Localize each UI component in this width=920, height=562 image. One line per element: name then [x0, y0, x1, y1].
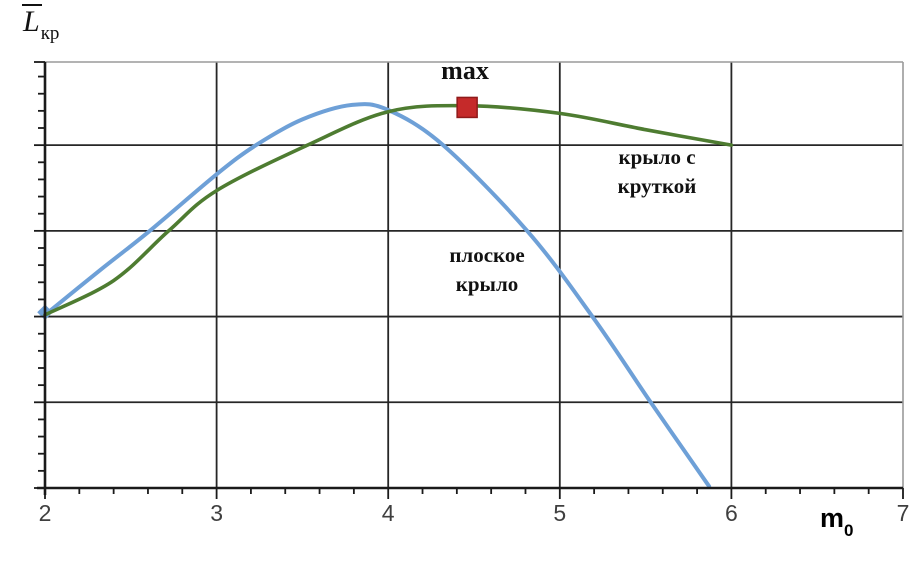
x-tick-label: 4: [381, 500, 395, 526]
x-tick-label: 3: [210, 500, 223, 526]
max-marker: [456, 96, 478, 119]
curve-flat-wing: [43, 102, 712, 489]
x-tick-label: 5: [553, 500, 567, 526]
x-axis-ticks: [44, 488, 904, 499]
gridlines: [45, 62, 903, 488]
max-annotation: max: [441, 56, 489, 85]
curve-twisted-wing: [43, 103, 734, 317]
y-axis-label-main: L: [22, 4, 42, 38]
x-tick-label: 2: [38, 500, 52, 526]
y-axis-label: Lкр: [22, 4, 60, 43]
series-label-twisted-wing: крыло с круткой: [617, 145, 697, 198]
plot-frame: [45, 61, 904, 488]
x-tick-label: 6: [724, 500, 738, 526]
axes: [37, 62, 903, 495]
x-axis-label: m0: [820, 503, 853, 540]
x-axis-label-sub: 0: [844, 521, 854, 541]
y-axis-label-sub: кр: [40, 23, 60, 44]
x-axis-label-main: m: [820, 503, 845, 533]
x-tick-label: 7: [896, 500, 910, 526]
series-label-flat-wing: плоское крыло: [449, 243, 525, 296]
y-axis-ticks: [34, 61, 45, 489]
